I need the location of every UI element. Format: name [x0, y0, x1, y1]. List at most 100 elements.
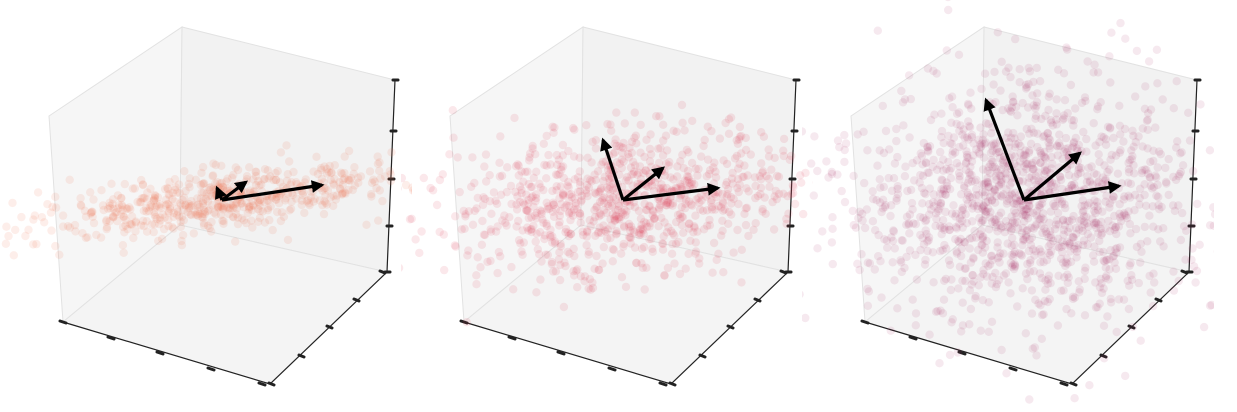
data-point [299, 188, 308, 197]
data-point [1040, 169, 1049, 179]
data-point [1154, 200, 1163, 210]
data-point [555, 211, 564, 220]
data-point [1062, 304, 1071, 314]
data-point [1055, 195, 1064, 204]
data-point [1110, 225, 1119, 234]
data-point [900, 172, 910, 181]
data-point [121, 215, 130, 225]
data-point [959, 141, 968, 150]
data-point [281, 196, 290, 205]
data-point [559, 302, 569, 312]
data-point [944, 5, 953, 15]
data-point [676, 182, 685, 191]
data-point [582, 226, 592, 236]
data-point [924, 210, 934, 219]
data-point [373, 159, 383, 168]
data-point [194, 200, 203, 209]
data-point [948, 315, 957, 324]
data-point [137, 194, 146, 203]
data-point [1004, 138, 1013, 147]
data-point [176, 199, 185, 208]
data-point [86, 209, 96, 218]
data-point [600, 172, 609, 181]
data-point [1127, 271, 1136, 280]
data-point [1146, 173, 1155, 182]
data-point [136, 221, 146, 230]
data-point [156, 213, 165, 222]
data-point [137, 175, 146, 185]
data-point [1039, 310, 1048, 319]
data-point [160, 184, 170, 194]
data-point [1024, 201, 1034, 210]
data-point [1041, 154, 1050, 163]
data-point [958, 321, 968, 330]
data-point [660, 171, 670, 180]
data-point [152, 214, 162, 224]
data-point [1021, 210, 1030, 219]
data-point [772, 171, 782, 181]
data-point [555, 221, 564, 230]
data-point [681, 203, 690, 213]
data-point [55, 250, 64, 259]
data-point [1047, 247, 1056, 256]
data-point [563, 247, 572, 257]
data-point [244, 203, 254, 212]
data-point [1095, 283, 1105, 292]
data-point [939, 166, 948, 175]
data-point [996, 220, 1005, 229]
data-point [1025, 146, 1034, 155]
data-point [937, 133, 946, 142]
data-point [491, 227, 501, 236]
data-point [1040, 162, 1049, 171]
data-point [608, 210, 617, 219]
data-point [995, 180, 1004, 189]
data-point [1045, 135, 1055, 145]
data-point [518, 226, 527, 235]
data-point [455, 187, 464, 197]
data-point [1015, 249, 1024, 258]
data-point [897, 258, 906, 267]
data-point [642, 263, 651, 272]
data-point [947, 92, 957, 101]
data-point [112, 208, 121, 217]
data-point [1033, 89, 1042, 98]
data-point [1141, 82, 1150, 91]
x-tick-2 [507, 335, 517, 341]
data-point [1028, 91, 1037, 100]
data-point [991, 139, 1000, 148]
data-point [629, 226, 638, 235]
data-point [1137, 168, 1147, 178]
data-point [966, 88, 975, 97]
data-point [714, 201, 723, 211]
data-point [899, 121, 908, 130]
data-point [1043, 297, 1052, 307]
data-point [734, 164, 743, 173]
data-point [1070, 241, 1079, 251]
data-point [1085, 198, 1094, 208]
data-point [859, 127, 868, 136]
data-point [631, 131, 641, 140]
data-point [917, 151, 927, 161]
data-point [1143, 125, 1152, 134]
data-point [718, 206, 728, 215]
data-point [517, 247, 526, 256]
data-point [737, 131, 746, 141]
data-point [375, 158, 384, 167]
data-point [1111, 264, 1121, 273]
data-point [686, 236, 695, 245]
data-point [251, 171, 261, 181]
data-point [515, 182, 525, 191]
data-point [1162, 179, 1171, 188]
data-point [259, 175, 268, 184]
data-point [593, 167, 603, 176]
data-point [1124, 158, 1133, 168]
data-point [888, 236, 898, 246]
data-point [449, 133, 458, 142]
data-point [758, 207, 767, 216]
data-point [1115, 101, 1124, 111]
data-point [911, 309, 921, 318]
data-point [1010, 134, 1019, 143]
data-point [527, 225, 536, 234]
data-point [194, 211, 203, 221]
data-point [1027, 223, 1036, 233]
